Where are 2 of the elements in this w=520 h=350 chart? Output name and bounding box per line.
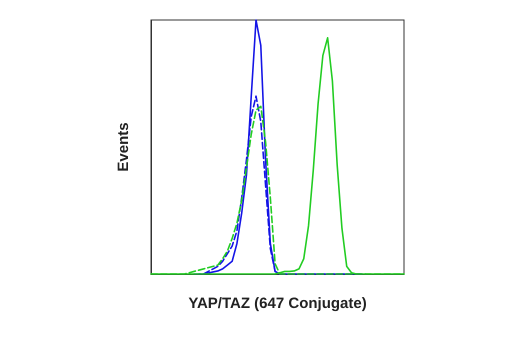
y-axis-title: Events <box>115 122 132 172</box>
x-axis-title: YAP/TAZ (647 Conjugate) <box>188 295 367 312</box>
